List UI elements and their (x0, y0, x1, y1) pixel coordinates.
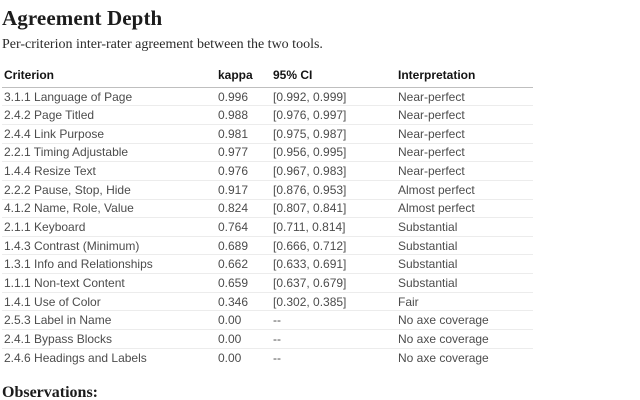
cell-ci: [0.807, 0.841] (273, 199, 398, 219)
cell-interpretation: Substantial (398, 217, 533, 237)
page-subtitle: Per-criterion inter-rater agreement betw… (2, 37, 323, 53)
cell-kappa: 0.976 (218, 161, 273, 181)
cell-kappa: 0.977 (218, 143, 273, 163)
table-row: 2.2.2 Pause, Stop, Hide 0.917 [0.876, 0.95… (2, 180, 533, 200)
cell-criterion: 2.4.6 Headings and Labels (4, 350, 147, 365)
cell-interpretation: Substantial (398, 254, 533, 275)
cell-criterion: 2.2.2 Pause, Stop, Hide (2, 180, 218, 200)
cell-criterion: 1.1.1 Non-text Content (2, 273, 218, 293)
cell-ci: [0.711, 0.814] (273, 217, 398, 237)
table-row: 1.4.4 Resize Text 0.976 [0.967, 0.983] Near… (2, 161, 533, 181)
column-header-criterion: Criterion (2, 65, 218, 88)
cell-criterion: 2.2.1 Timing Adjustable (2, 143, 218, 163)
table-row: 2.4.6 Headings and Labels 0.00 -- No axe co… (2, 348, 533, 367)
cell-kappa: 0.764 (218, 217, 273, 237)
cell-kappa: 0.996 (218, 87, 273, 107)
cell-interpretation: Near-perfect (398, 87, 533, 107)
cell-interpretation: Almost perfect (398, 199, 533, 219)
table-header: Criterion kappa 95% CI Interpretation (2, 65, 533, 88)
cell-interpretation: Fair (398, 292, 533, 312)
column-header-ci: 95% CI (273, 65, 398, 88)
cell-kappa: 0.00 (218, 350, 242, 365)
cell-interpretation: Near-perfect (398, 143, 533, 163)
cell-ci: [0.302, 0.385] (273, 292, 398, 312)
cell-interpretation: Almost perfect (398, 180, 533, 200)
cell-criterion: 1.3.1 Info and Relationships (2, 254, 218, 275)
cell-kappa: 0.00 (218, 329, 273, 349)
table-header-row: Criterion kappa 95% CI Interpretation (2, 65, 533, 88)
cell-kappa: 0.917 (218, 180, 273, 200)
cell-interpretation: Near-perfect (398, 161, 533, 181)
table-row: 2.1.1 Keyboard 0.764 [0.711, 0.814] Substan… (2, 217, 533, 237)
cell-criterion: 2.4.2 Page Titled (2, 105, 218, 125)
cell-ci: [0.992, 0.999] (273, 87, 398, 107)
table-row: 1.3.1 Info and Relationships 0.662 [0.633,… (2, 254, 533, 275)
cell-criterion: 3.1.1 Language of Page (2, 87, 218, 107)
cell-interpretation: Substantial (398, 236, 533, 256)
cell-ci: [0.976, 0.997] (273, 105, 398, 125)
cell-criterion: 2.1.1 Keyboard (2, 217, 218, 237)
column-header-kappa: kappa (218, 65, 273, 88)
table-row: 1.4.3 Contrast (Minimum) 0.689 [0.666, 0.7… (2, 236, 533, 256)
cell-ci: [0.956, 0.995] (273, 143, 398, 163)
cell-interpretation: Near-perfect (398, 124, 533, 144)
cell-kappa: 0.659 (218, 273, 273, 293)
cell-criterion: 2.4.4 Link Purpose (2, 124, 218, 144)
column-header-interpretation: Interpretation (398, 65, 533, 88)
cell-kappa: 0.689 (218, 236, 273, 256)
cell-criterion: 2.5.3 Label in Name (2, 310, 218, 331)
cell-criterion: 1.4.1 Use of Color (2, 292, 218, 312)
cell-ci: -- (273, 310, 398, 331)
cell-ci: [0.637, 0.679] (273, 273, 398, 293)
cell-kappa: 0.988 (218, 105, 273, 125)
table-row: 2.4.2 Page Titled 0.988 [0.976, 0.997] Near… (2, 105, 533, 125)
table-row: 1.4.1 Use of Color 0.346 [0.302, 0.385] Fai… (2, 292, 533, 312)
cell-ci: [0.633, 0.691] (273, 254, 398, 275)
cell-kappa: 0.346 (218, 292, 273, 312)
table-row: 2.4.1 Bypass Blocks 0.00 -- No axe coverage (2, 329, 533, 349)
cell-kappa: 0.981 (218, 124, 273, 144)
page-title: Agreement Depth (2, 6, 163, 30)
cell-interpretation: No axe coverage (398, 310, 533, 331)
cell-criterion: 4.1.2 Name, Role, Value (2, 199, 218, 219)
cell-kappa: 0.824 (218, 199, 273, 219)
cell-interpretation: No axe coverage (398, 350, 489, 365)
cell-interpretation: Substantial (398, 273, 533, 293)
cell-kappa: 0.00 (218, 310, 273, 331)
table-row: 2.2.1 Timing Adjustable 0.977 [0.956, 0.99… (2, 143, 533, 163)
cell-kappa: 0.662 (218, 254, 273, 275)
cell-criterion: 1.4.3 Contrast (Minimum) (2, 236, 218, 256)
cell-ci: [0.876, 0.953] (273, 180, 398, 200)
table-row: 3.1.1 Language of Page 0.996 [0.992, 0.999… (2, 87, 533, 107)
cell-ci: -- (273, 350, 281, 365)
table-row: 1.1.1 Non-text Content 0.659 [0.637, 0.679… (2, 273, 533, 293)
cell-criterion: 1.4.4 Resize Text (2, 161, 218, 181)
table-row: 2.5.3 Label in Name 0.00 -- No axe coverage (2, 310, 533, 331)
cell-ci: [0.975, 0.987] (273, 124, 398, 144)
cell-ci: -- (273, 329, 398, 349)
cell-ci: [0.967, 0.983] (273, 161, 398, 181)
observations-heading: Observations: (2, 383, 98, 400)
agreement-table: Criterion kappa 95% CI Interpretation 3.… (2, 65, 533, 367)
table-row: 4.1.2 Name, Role, Value 0.824 [0.807, 0.84… (2, 199, 533, 219)
cell-interpretation: Near-perfect (398, 105, 533, 125)
table-row: 2.4.4 Link Purpose 0.981 [0.975, 0.987] Nea… (2, 124, 533, 144)
cell-criterion: 2.4.1 Bypass Blocks (2, 329, 218, 349)
cell-interpretation: No axe coverage (398, 329, 533, 349)
table-body: 3.1.1 Language of Page 0.996 [0.992, 0.999… (2, 87, 533, 367)
cell-ci: [0.666, 0.712] (273, 236, 398, 256)
